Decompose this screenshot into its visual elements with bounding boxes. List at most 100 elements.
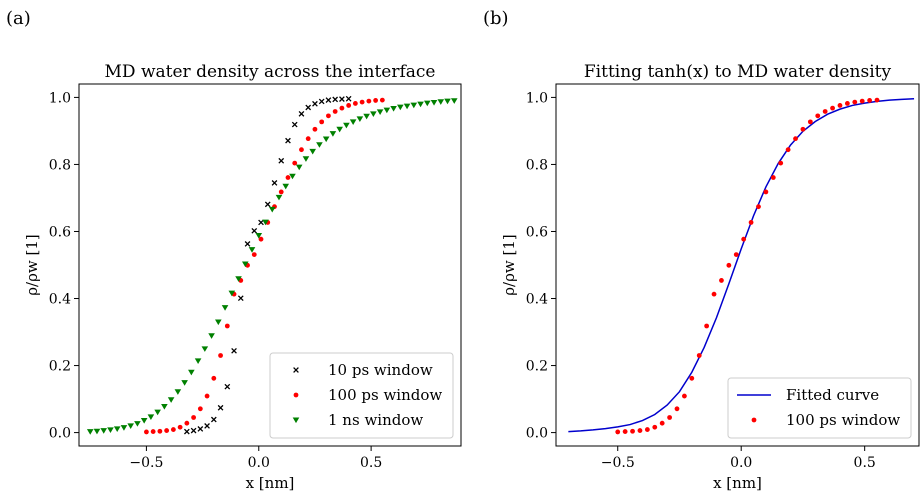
data-point: [144, 429, 149, 435]
data-point: [86, 429, 94, 435]
data-point: [181, 380, 188, 386]
data-point: [211, 375, 217, 381]
data-point: [312, 100, 318, 107]
data-point: [224, 383, 231, 390]
data-point: [255, 233, 263, 239]
data-point: [852, 99, 858, 105]
data-point: [336, 126, 343, 133]
y-tick-label: 0.6: [49, 224, 71, 240]
x-axis-label: x [nm]: [713, 474, 762, 492]
data-point: [807, 119, 813, 125]
data-point: [305, 104, 312, 111]
data-point: [298, 110, 305, 117]
data-point: [815, 113, 821, 119]
data-point: [271, 180, 278, 186]
data-point: [417, 101, 424, 108]
legend-label-10-ps-window: 10 ps window: [328, 361, 433, 379]
data-point: [210, 416, 217, 423]
data-point: [726, 262, 732, 268]
data-point: [339, 96, 345, 102]
data-point: [258, 219, 264, 226]
data-point: [322, 136, 330, 143]
y-tick-label: 0.4: [49, 292, 71, 308]
y-tick-label: 0.0: [49, 426, 71, 442]
data-point: [154, 409, 161, 416]
data-point: [346, 103, 352, 108]
data-point: [326, 113, 331, 119]
data-point: [874, 97, 880, 103]
data-point: [188, 369, 195, 376]
data-point: [674, 406, 680, 412]
data-point: [376, 109, 384, 115]
data-point: [356, 116, 364, 122]
data-point: [217, 404, 224, 411]
data-point: [100, 428, 108, 434]
data-point: [652, 424, 658, 430]
data-point: [318, 98, 325, 105]
data-point: [748, 220, 754, 225]
data-point: [349, 119, 357, 126]
x-tick-label: 0.0: [730, 455, 752, 471]
data-point: [302, 156, 310, 162]
data-point: [204, 393, 210, 399]
data-point: [644, 427, 650, 432]
data-point: [719, 278, 724, 283]
data-point: [120, 425, 128, 431]
data-point: [251, 252, 257, 258]
y-tick-label: 0.2: [526, 359, 548, 375]
chart-title: MD water density across the interface: [105, 62, 436, 82]
data-point: [444, 98, 451, 105]
data-point: [305, 136, 311, 142]
data-point: [107, 427, 114, 434]
data-point: [778, 160, 784, 166]
data-point: [785, 147, 791, 153]
series-1-ns-window: [86, 98, 458, 435]
data-point: [615, 429, 621, 435]
data-point: [370, 111, 377, 117]
data-point: [248, 247, 256, 253]
chart-tanh-fit: Fitting tanh(x) to MD water density −0.5 0…: [500, 62, 920, 492]
data-point: [711, 291, 717, 297]
data-point: [867, 98, 873, 103]
data-point: [756, 204, 761, 210]
x-tick-label: 0.5: [360, 455, 382, 471]
data-point: [437, 99, 445, 105]
y-tick-label: 1.0: [526, 90, 548, 106]
data-point: [197, 406, 203, 412]
y-tick-label: 0.8: [526, 157, 548, 173]
data-point: [390, 105, 397, 112]
data-point: [134, 421, 141, 427]
data-point: [366, 98, 372, 104]
data-point: [630, 428, 635, 434]
data-point: [177, 424, 183, 430]
data-point: [637, 428, 643, 433]
data-point: [770, 175, 776, 180]
fitted-curve-line: [568, 98, 915, 433]
data-point: [190, 427, 197, 434]
data-point: [282, 183, 290, 190]
series-10-ps-window: [183, 95, 352, 435]
data-point: [191, 415, 197, 420]
data-point: [689, 375, 695, 381]
data-point: [733, 252, 739, 258]
data-point: [450, 98, 458, 104]
data-point: [329, 131, 337, 137]
data-point: [285, 137, 291, 144]
data-point: [844, 101, 850, 106]
panel-label-a: (a): [6, 8, 31, 29]
data-point: [147, 414, 155, 420]
data-point: [258, 236, 264, 242]
data-point: [251, 227, 258, 234]
y-tick-label: 1.0: [49, 90, 71, 106]
data-point: [289, 173, 296, 180]
legend-marker-swatch: [292, 417, 300, 424]
data-point: [285, 175, 291, 180]
data-point: [278, 189, 284, 195]
data-point: [278, 157, 285, 164]
data-point: [423, 100, 431, 107]
x-tick-label: −0.5: [601, 455, 635, 471]
data-point: [373, 98, 379, 103]
data-point: [397, 104, 404, 111]
data-point: [741, 236, 747, 242]
data-point: [228, 290, 236, 297]
